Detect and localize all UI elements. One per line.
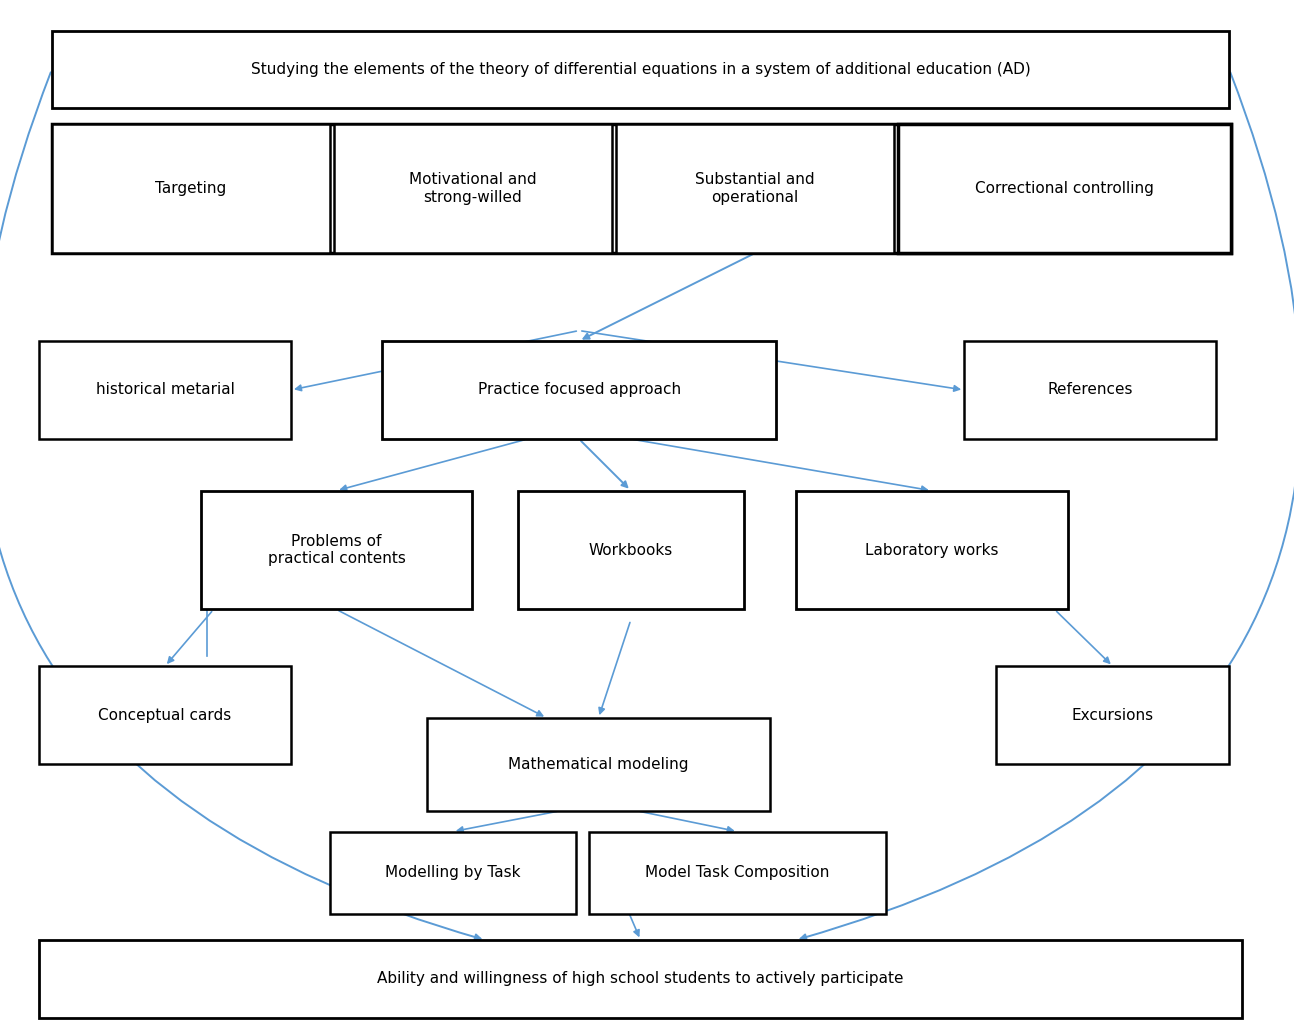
Text: Practice focused approach: Practice focused approach (477, 382, 681, 398)
FancyBboxPatch shape (964, 341, 1216, 439)
Text: Ability and willingness of high school students to actively participate: Ability and willingness of high school s… (378, 971, 903, 987)
Text: Motivational and
strong-willed: Motivational and strong-willed (409, 173, 537, 205)
Text: Studying the elements of the theory of differential equations in a system of add: Studying the elements of the theory of d… (251, 62, 1030, 77)
FancyBboxPatch shape (796, 491, 1068, 609)
FancyArrowPatch shape (801, 72, 1294, 940)
Text: Model Task Composition: Model Task Composition (646, 866, 829, 880)
Text: historical metarial: historical metarial (96, 382, 234, 398)
FancyBboxPatch shape (898, 124, 1231, 253)
Text: Modelling by Task: Modelling by Task (386, 866, 520, 880)
FancyBboxPatch shape (518, 491, 744, 609)
Text: Substantial and
operational: Substantial and operational (695, 173, 815, 205)
FancyBboxPatch shape (589, 832, 886, 914)
Text: Problems of
practical contents: Problems of practical contents (268, 534, 405, 566)
FancyBboxPatch shape (427, 718, 770, 811)
Text: Mathematical modeling: Mathematical modeling (509, 757, 688, 772)
Text: Laboratory works: Laboratory works (864, 542, 999, 558)
FancyBboxPatch shape (330, 832, 576, 914)
Text: Excursions: Excursions (1071, 708, 1154, 723)
FancyBboxPatch shape (52, 124, 330, 253)
Text: References: References (1047, 382, 1134, 398)
FancyArrowPatch shape (0, 72, 480, 940)
FancyBboxPatch shape (39, 341, 291, 439)
FancyBboxPatch shape (334, 124, 612, 253)
FancyBboxPatch shape (996, 666, 1229, 764)
FancyBboxPatch shape (39, 940, 1242, 1018)
Text: Workbooks: Workbooks (589, 542, 673, 558)
Text: Conceptual cards: Conceptual cards (98, 708, 232, 723)
FancyBboxPatch shape (39, 666, 291, 764)
Text: Correctional controlling: Correctional controlling (974, 181, 1154, 196)
FancyBboxPatch shape (201, 491, 472, 609)
Text: Targeting: Targeting (155, 181, 226, 196)
FancyBboxPatch shape (616, 124, 894, 253)
FancyBboxPatch shape (52, 31, 1229, 108)
FancyBboxPatch shape (382, 341, 776, 439)
